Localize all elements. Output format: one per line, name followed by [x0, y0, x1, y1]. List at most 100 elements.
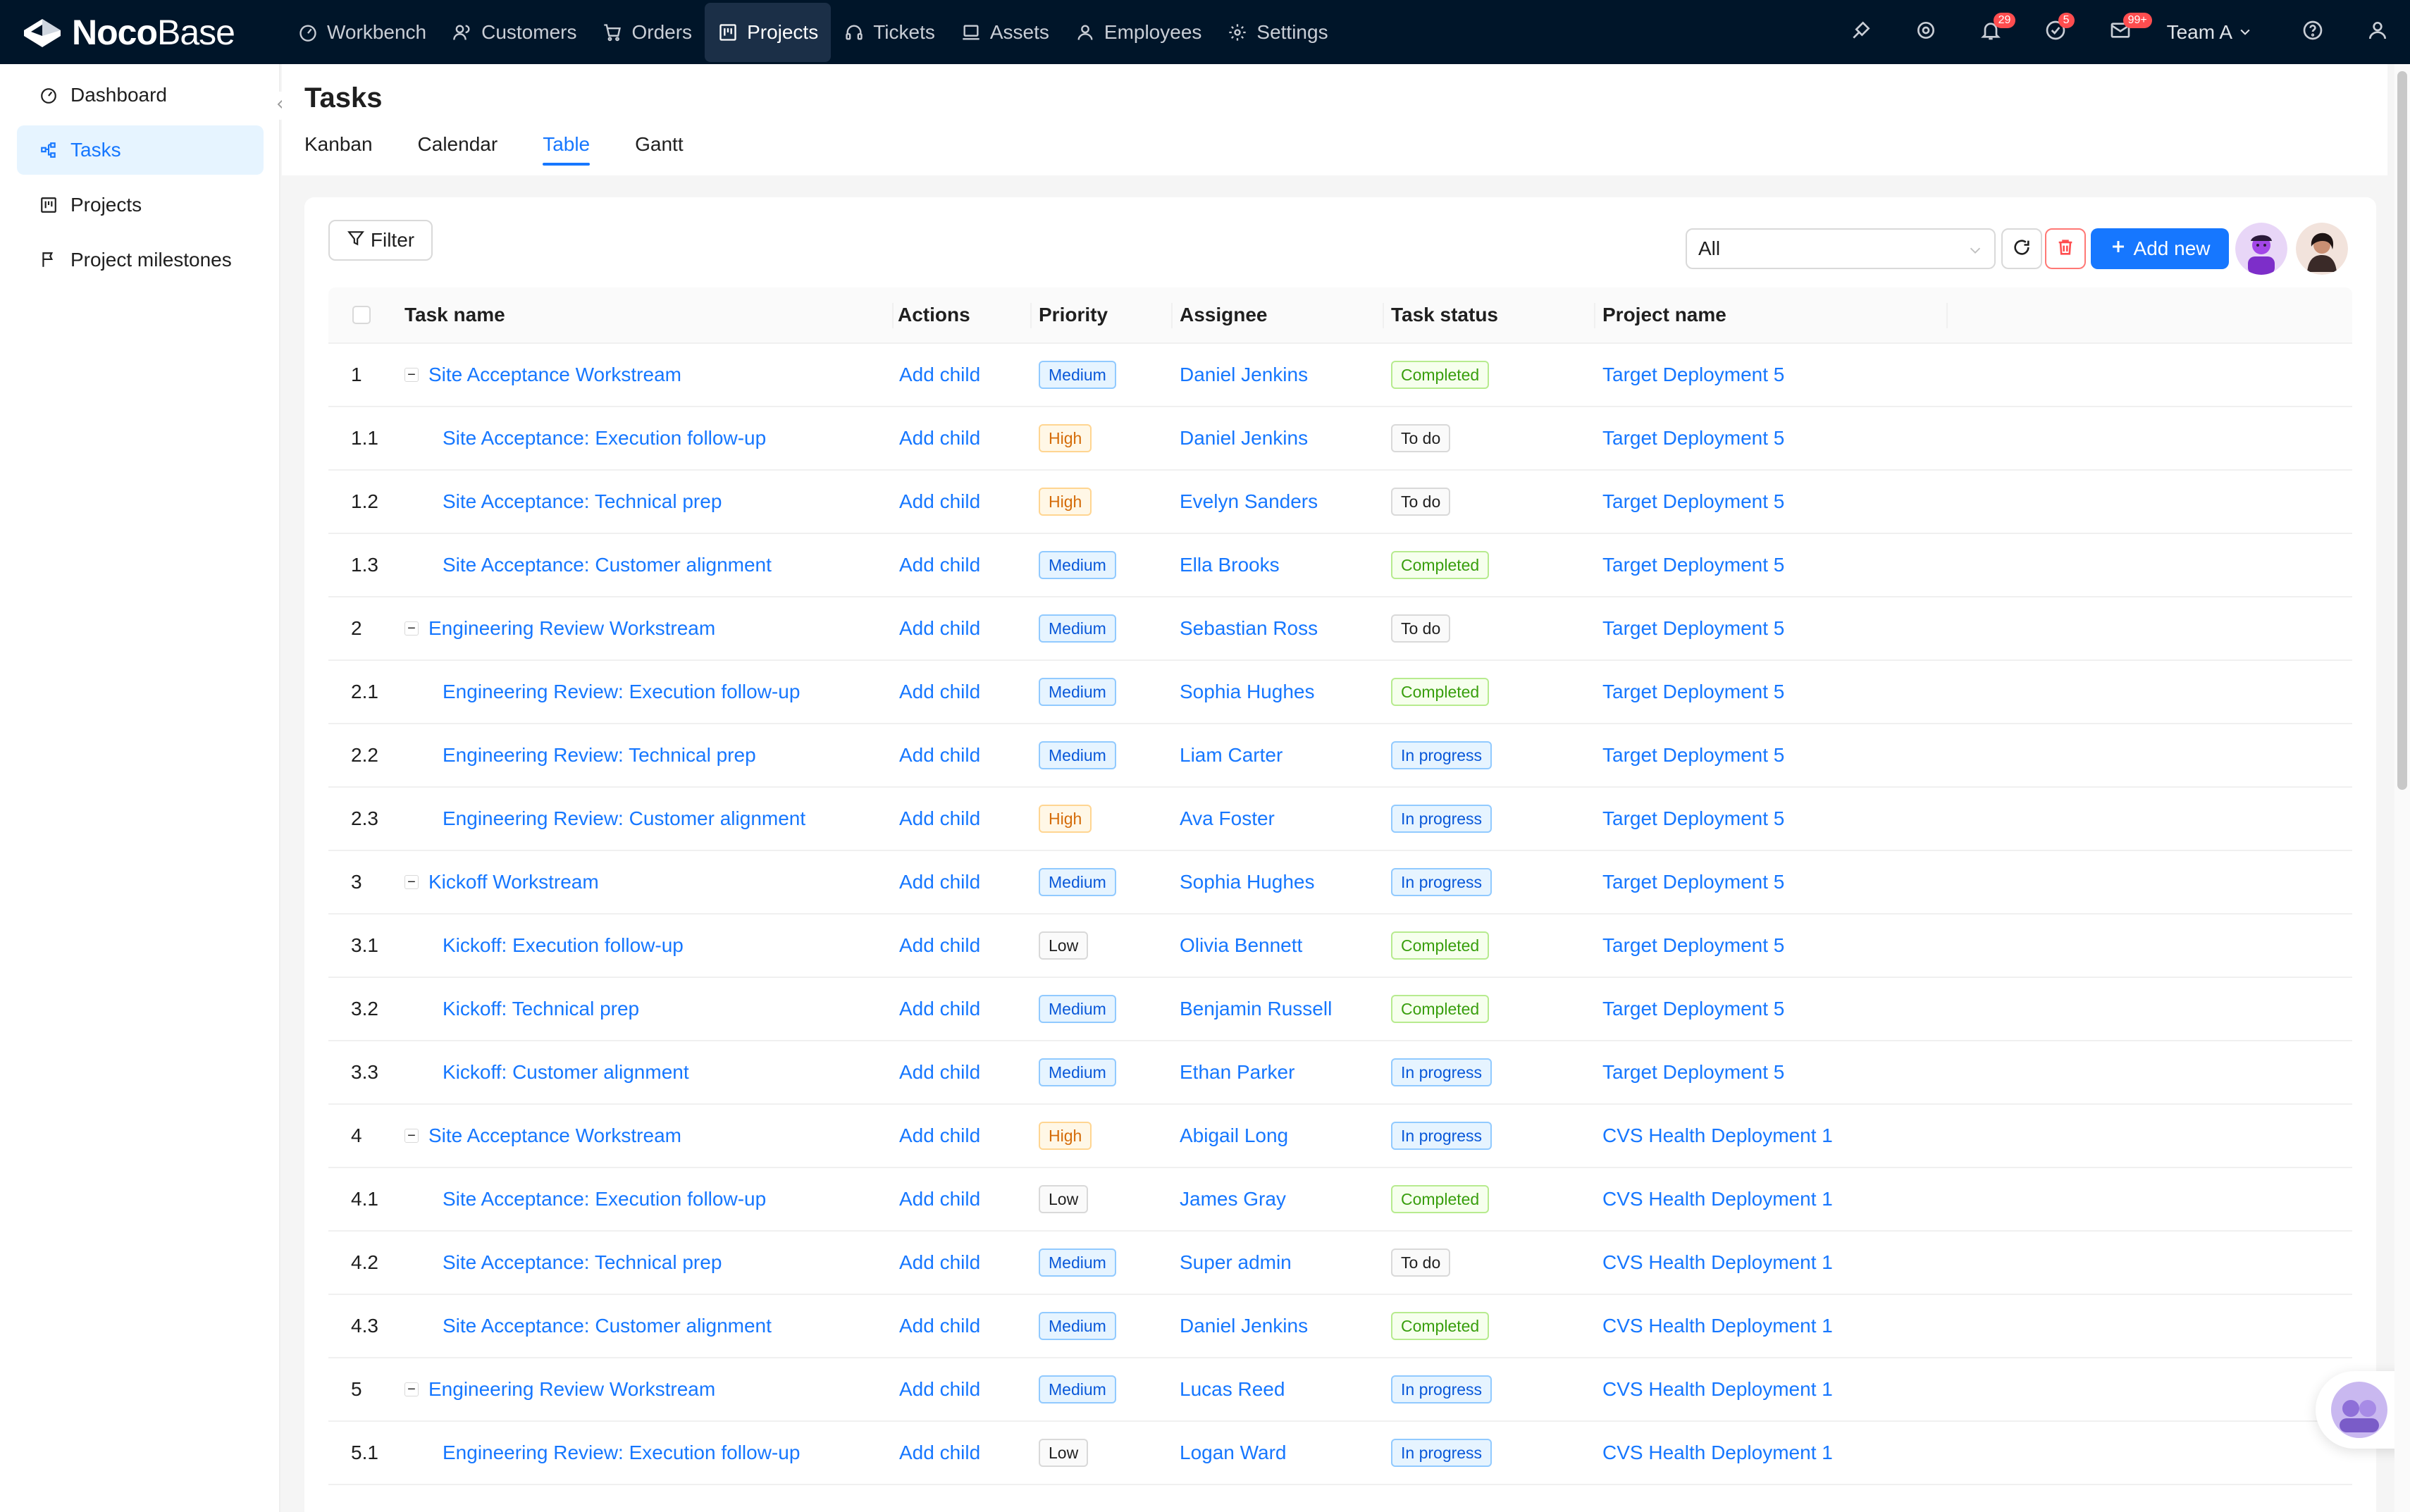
select-all-checkbox-cell[interactable]	[352, 287, 371, 342]
table-row[interactable]: 3 − Kickoff Workstream Add child Medium Sophi…	[328, 851, 2352, 915]
add-child-link[interactable]: Add child	[899, 744, 981, 766]
table-row[interactable]: 2.1 Engineering Review: Execution follow-…	[328, 661, 2352, 724]
task-name-link[interactable]: Kickoff: Customer alignment	[443, 1061, 689, 1083]
nav-item-employees[interactable]: Employees	[1062, 3, 1215, 62]
table-row[interactable]: 1.3 Site Acceptance: Customer alignment Ad…	[328, 534, 2352, 597]
project-name-link[interactable]: Target Deployment 5	[1602, 871, 1785, 893]
table-row[interactable]: 1 − Site Acceptance Workstream Add child Med…	[328, 344, 2352, 407]
project-name-link[interactable]: Target Deployment 5	[1602, 364, 1785, 385]
sidebar-item-dashboard[interactable]: Dashboard	[17, 70, 264, 120]
add-child-link[interactable]: Add child	[899, 1442, 981, 1463]
user-menu-button[interactable]	[2345, 0, 2410, 64]
add-child-link[interactable]: Add child	[899, 554, 981, 576]
messages-button[interactable]: 99+	[2088, 0, 2153, 64]
task-name-link[interactable]: Site Acceptance: Customer alignment	[443, 554, 772, 576]
task-name-link[interactable]: Kickoff: Execution follow-up	[443, 934, 684, 956]
add-child-link[interactable]: Add child	[899, 807, 981, 829]
task-name-link[interactable]: Site Acceptance: Technical prep	[443, 490, 722, 512]
column-header-task-name[interactable]: Task name	[404, 304, 505, 326]
plugin-settings-button[interactable]	[1893, 0, 1958, 64]
delete-button[interactable]	[2045, 228, 2086, 269]
select-all-checkbox[interactable]	[352, 306, 371, 324]
assignee-link[interactable]: Ava Foster	[1180, 807, 1275, 829]
table-row[interactable]: 5 − Engineering Review Workstream Add child…	[328, 1358, 2352, 1422]
task-name-link[interactable]: Engineering Review Workstream	[428, 617, 716, 639]
project-name-link[interactable]: CVS Health Deployment 1	[1602, 1124, 1833, 1146]
column-header-project-name[interactable]: Project name	[1602, 304, 1726, 326]
app-logo[interactable]: NocoBase	[21, 12, 261, 53]
project-name-link[interactable]: Target Deployment 5	[1602, 998, 1785, 1020]
collapse-row-icon[interactable]: −	[404, 875, 419, 889]
add-child-link[interactable]: Add child	[899, 490, 981, 512]
scope-select[interactable]: All	[1686, 228, 1996, 269]
task-name-link[interactable]: Engineering Review: Customer alignment	[443, 807, 806, 829]
nav-item-projects[interactable]: Projects	[705, 2, 832, 62]
sidebar-item-project-milestones[interactable]: Project milestones	[17, 235, 264, 285]
task-name-link[interactable]: Kickoff Workstream	[428, 871, 599, 893]
assignee-link[interactable]: Logan Ward	[1180, 1442, 1287, 1463]
table-row[interactable]: 4 − Site Acceptance Workstream Add child Hig…	[328, 1105, 2352, 1168]
avatar[interactable]	[2296, 223, 2348, 275]
assignee-link[interactable]: Sophia Hughes	[1180, 681, 1315, 702]
add-child-link[interactable]: Add child	[899, 681, 981, 702]
assignee-link[interactable]: Super admin	[1180, 1251, 1292, 1273]
add-child-link[interactable]: Add child	[899, 1378, 981, 1400]
task-name-link[interactable]: Site Acceptance Workstream	[428, 1124, 681, 1146]
scrollbar-thumb[interactable]	[2397, 71, 2407, 790]
collapse-row-icon[interactable]: −	[404, 368, 419, 382]
collapse-row-icon[interactable]: −	[404, 1129, 419, 1143]
assignee-link[interactable]: Lucas Reed	[1180, 1378, 1285, 1400]
project-name-link[interactable]: Target Deployment 5	[1602, 490, 1785, 512]
page-scrollbar[interactable]	[2394, 64, 2410, 1512]
assignee-link[interactable]: Liam Carter	[1180, 744, 1283, 766]
assignee-link[interactable]: Abigail Long	[1180, 1124, 1289, 1146]
avatar[interactable]	[2235, 223, 2287, 275]
project-name-link[interactable]: Target Deployment 5	[1602, 554, 1785, 576]
notifications-button[interactable]: 29	[1958, 0, 2023, 64]
assignee-link[interactable]: Benjamin Russell	[1180, 998, 1333, 1020]
assignee-link[interactable]: Daniel Jenkins	[1180, 364, 1309, 385]
assignee-link[interactable]: Daniel Jenkins	[1180, 1315, 1309, 1337]
task-name-link[interactable]: Engineering Review: Technical prep	[443, 744, 756, 766]
assignee-link[interactable]: Sebastian Ross	[1180, 617, 1318, 639]
tab-calendar[interactable]: Calendar	[417, 133, 498, 155]
refresh-button[interactable]	[2001, 228, 2042, 269]
add-child-link[interactable]: Add child	[899, 871, 981, 893]
task-name-link[interactable]: Site Acceptance: Execution follow-up	[443, 427, 767, 449]
assignee-link[interactable]: Ella Brooks	[1180, 554, 1280, 576]
task-name-link[interactable]: Site Acceptance: Execution follow-up	[443, 1188, 767, 1210]
project-name-link[interactable]: CVS Health Deployment 1	[1602, 1188, 1833, 1210]
nav-item-orders[interactable]: Orders	[589, 3, 705, 62]
project-name-link[interactable]: Target Deployment 5	[1602, 617, 1785, 639]
add-new-button[interactable]: Add new	[2091, 228, 2229, 269]
nav-item-assets[interactable]: Assets	[948, 3, 1062, 62]
column-header-assignee[interactable]: Assignee	[1180, 304, 1268, 326]
tab-kanban[interactable]: Kanban	[304, 133, 373, 155]
column-header-priority[interactable]: Priority	[1039, 304, 1108, 326]
nav-item-customers[interactable]: Customers	[439, 3, 589, 62]
add-child-link[interactable]: Add child	[899, 1315, 981, 1337]
table-row[interactable]: 2.2 Engineering Review: Technical prep Add…	[328, 724, 2352, 788]
nav-item-tickets[interactable]: Tickets	[831, 3, 948, 62]
table-row[interactable]: 4.1 Site Acceptance: Execution follow-up A…	[328, 1168, 2352, 1232]
add-child-link[interactable]: Add child	[899, 934, 981, 956]
ui-editor-button[interactable]	[1829, 0, 1893, 64]
table-row[interactable]: 1.1 Site Acceptance: Execution follow-up A…	[328, 407, 2352, 471]
task-name-link[interactable]: Kickoff: Technical prep	[443, 998, 640, 1020]
project-name-link[interactable]: Target Deployment 5	[1602, 681, 1785, 702]
assignee-link[interactable]: Daniel Jenkins	[1180, 427, 1309, 449]
project-name-link[interactable]: Target Deployment 5	[1602, 744, 1785, 766]
assignee-link[interactable]: James Gray	[1180, 1188, 1286, 1210]
add-child-link[interactable]: Add child	[899, 617, 981, 639]
task-name-link[interactable]: Engineering Review: Execution follow-up	[443, 681, 801, 702]
filter-button[interactable]: Filter	[328, 220, 433, 261]
table-row[interactable]: 4.2 Site Acceptance: Technical prep Add ch…	[328, 1232, 2352, 1295]
sidebar-item-projects[interactable]: Projects	[17, 180, 264, 230]
add-child-link[interactable]: Add child	[899, 1061, 981, 1083]
table-row[interactable]: 1.2 Site Acceptance: Technical prep Add ch…	[328, 471, 2352, 534]
add-child-link[interactable]: Add child	[899, 427, 981, 449]
assignee-link[interactable]: Ethan Parker	[1180, 1061, 1295, 1083]
add-child-link[interactable]: Add child	[899, 1188, 981, 1210]
table-row[interactable]: 2 − Engineering Review Workstream Add child…	[328, 597, 2352, 661]
project-name-link[interactable]: Target Deployment 5	[1602, 934, 1785, 956]
